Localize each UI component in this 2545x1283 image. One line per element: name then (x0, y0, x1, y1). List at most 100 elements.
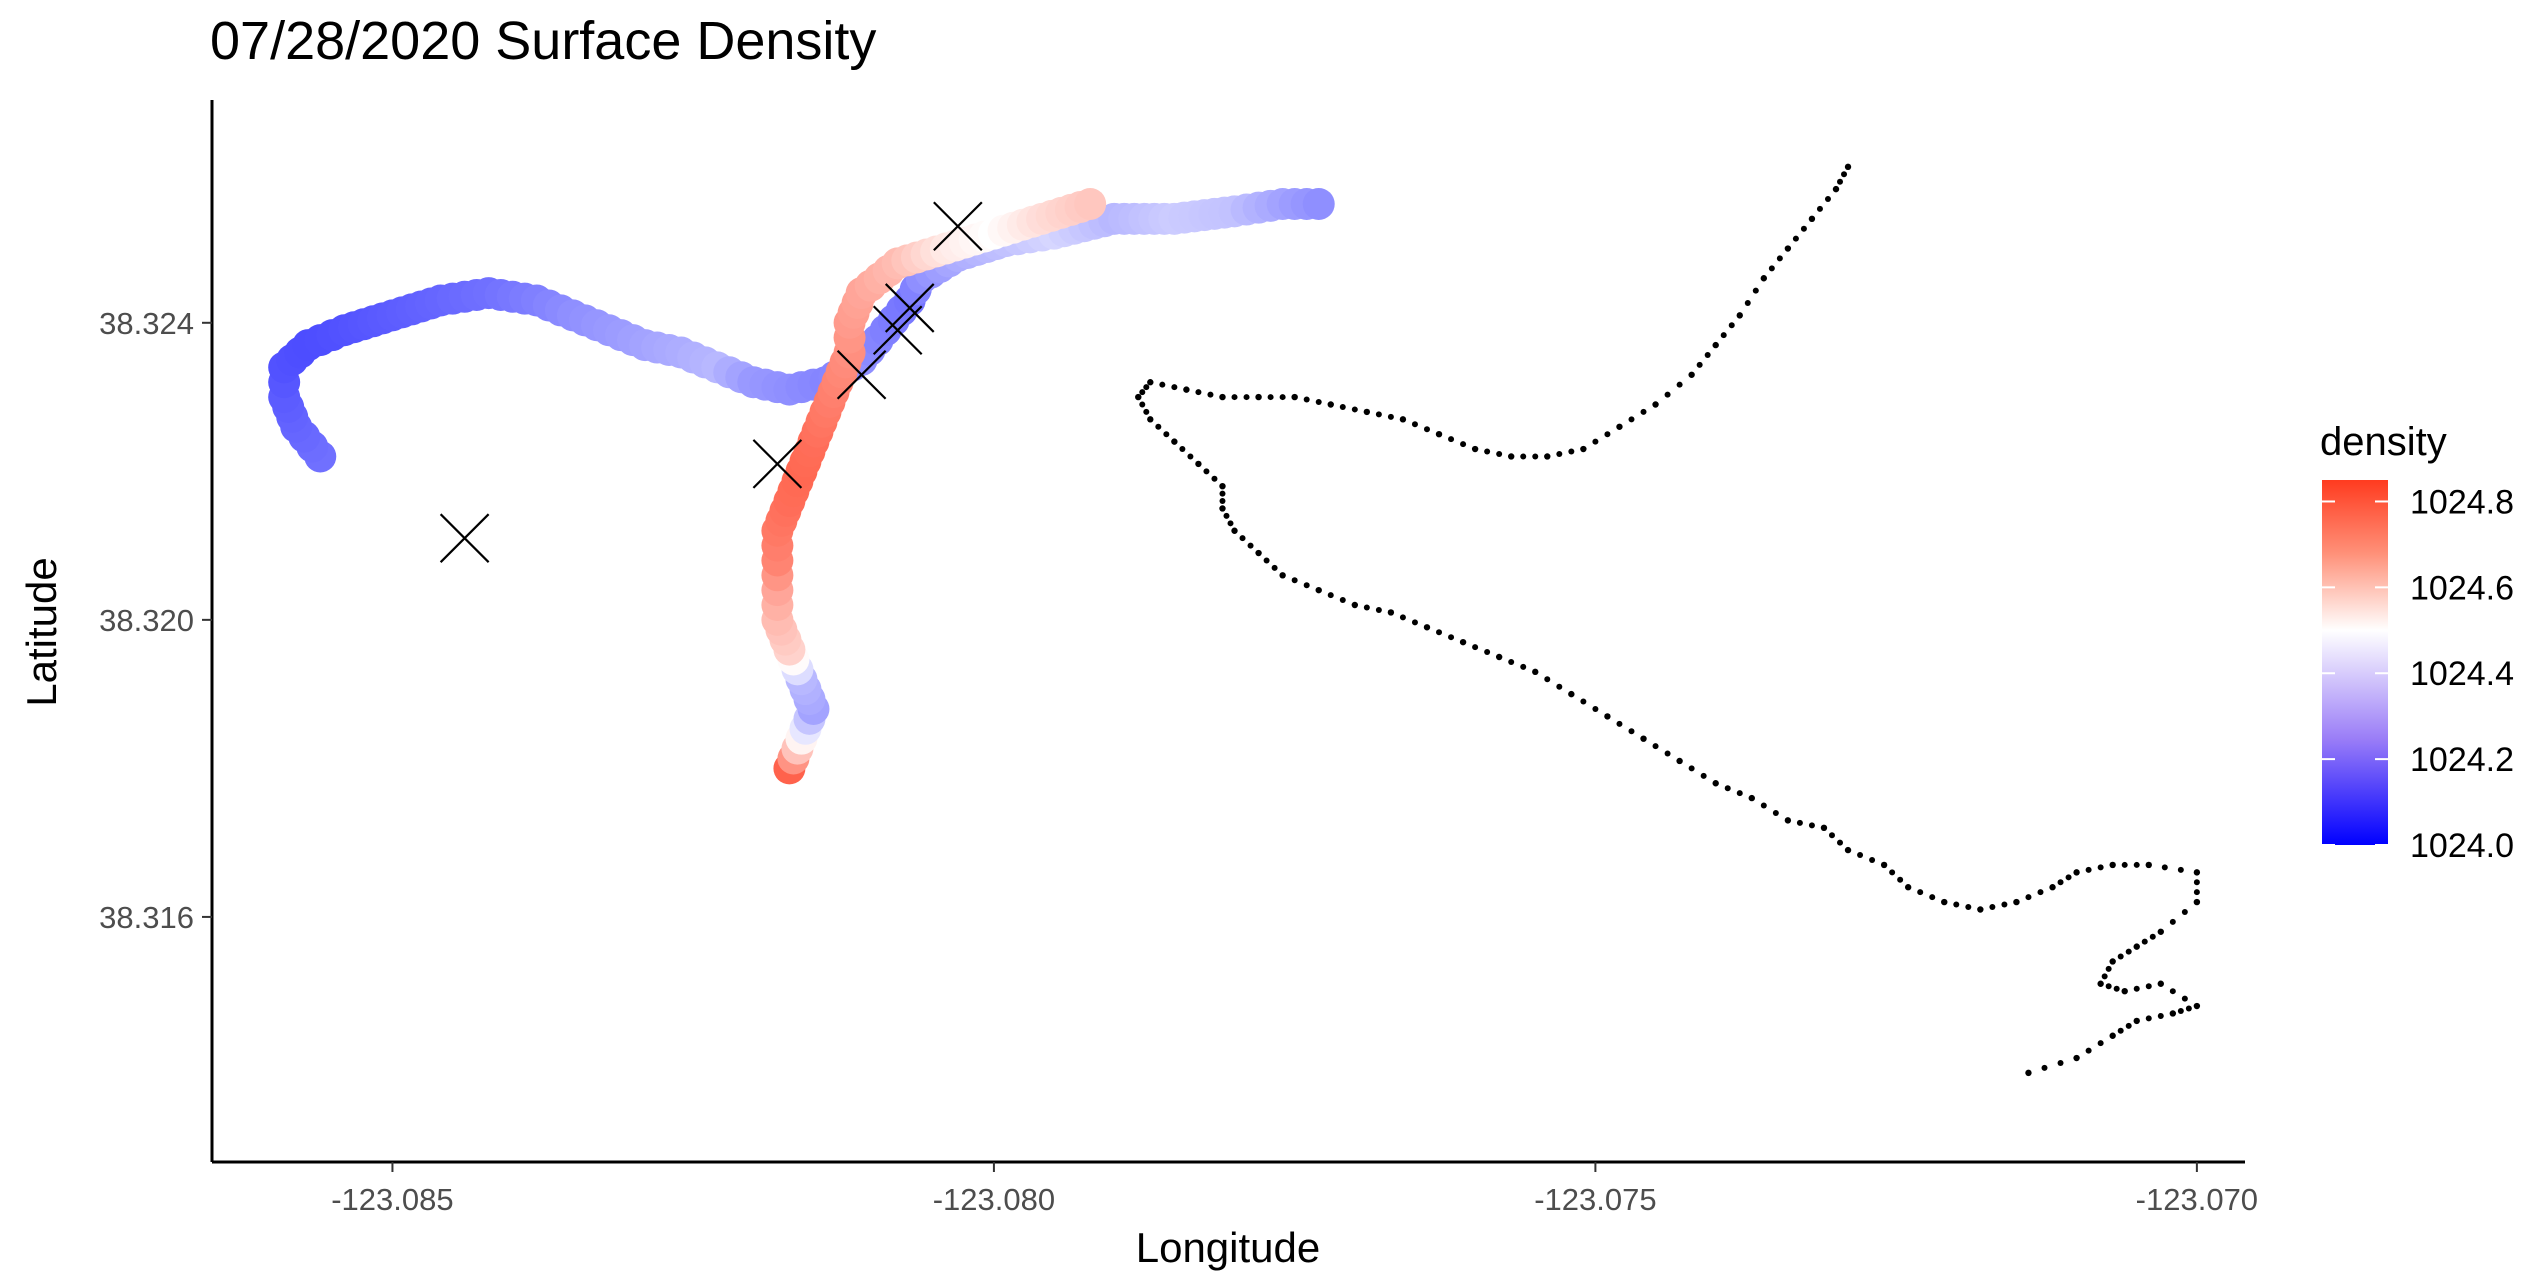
coast-point (1219, 505, 1226, 512)
coast-fill-point (1953, 901, 1960, 908)
coast-fill-point (1203, 468, 1210, 475)
coast-point (1941, 898, 1948, 906)
coast-fill-point (2133, 861, 2140, 868)
coast-point (1568, 690, 1575, 698)
coast-fill-point (1640, 408, 1647, 415)
coast-fill-point (1211, 475, 1218, 482)
coast-fill-point (1139, 389, 1146, 396)
coast-fill-point (2105, 965, 2112, 972)
x-axis-ticks: -123.085 -123.080 -123.075 -123.070 (331, 1162, 2258, 1217)
coast-fill-point (1889, 869, 1896, 876)
coast-point (2145, 861, 2152, 869)
x-tick-label: -123.085 (331, 1182, 453, 1217)
coast-fill-point (1556, 451, 1563, 457)
coast-point (1147, 416, 1154, 423)
coast-point (1820, 824, 1828, 832)
coast-fill-point (1752, 287, 1759, 294)
coast-point (1760, 275, 1768, 282)
coast-fill-point (1484, 649, 1491, 656)
coast-fill-point (1929, 894, 1936, 901)
coast-fill-point (2057, 879, 2064, 886)
x-marker (752, 439, 803, 489)
coast-fill-point (1399, 614, 1406, 621)
chart-title: 07/28/2020 Surface Density (210, 11, 877, 71)
coast-fill-point (1760, 802, 1767, 809)
coast-fill-point (1568, 448, 1575, 455)
legend-tick-label: 1024.6 (2410, 569, 2514, 607)
coast-fill-point (1263, 557, 1270, 564)
coast-point (1676, 757, 1683, 765)
coast-fill-point (1869, 856, 1876, 863)
coast-fill-point (1271, 564, 1278, 571)
coast-fill-point (1664, 750, 1671, 757)
coast-point (2109, 1032, 2116, 1039)
coast-fill-point (1688, 765, 1695, 772)
coast-point (2157, 980, 2164, 987)
coast-fill-point (1556, 683, 1563, 690)
legend-tick-label: 1024.0 (2410, 827, 2514, 865)
coast-point (1784, 817, 1792, 824)
coast-fill-point (1363, 604, 1370, 611)
coast-fill-point (2145, 1015, 2152, 1022)
coast-fill-point (1628, 728, 1635, 735)
coast-point (2193, 898, 2201, 906)
coast-point (2121, 987, 2128, 995)
coast-fill-point (2065, 874, 2072, 881)
coast-fill-point (1139, 401, 1146, 408)
coast-point (1399, 416, 1407, 423)
legend-tick-label: 1024.2 (2410, 741, 2514, 779)
coast-fill-point (1676, 381, 1683, 388)
coast-fill-point (1484, 448, 1491, 455)
y-axis-ticks: 38.316 38.320 38.324 (99, 306, 212, 935)
x-tick-label: -123.080 (933, 1182, 1055, 1217)
density-track-layer (268, 187, 1335, 785)
coast-point (1712, 780, 1719, 787)
coast-fill-point (1728, 322, 1735, 329)
coast-fill-point (1744, 299, 1751, 306)
coast-point (1712, 341, 1719, 349)
coast-fill-point (1291, 577, 1298, 584)
coast-fill-point (1724, 785, 1731, 792)
coast-fill-point (1837, 839, 1844, 846)
coast-point (1291, 393, 1298, 401)
coast-fill-point (1857, 852, 1864, 859)
coast-fill-point (1231, 394, 1238, 401)
coast-fill-point (2169, 918, 2176, 925)
coast-point (1748, 794, 1755, 802)
coast-point (1904, 884, 1912, 891)
coast-fill-point (2193, 889, 2200, 896)
coast-point (1423, 624, 1431, 631)
coast-fill-point (1171, 384, 1178, 391)
coast-fill-point (1247, 542, 1254, 549)
x-marker (884, 283, 935, 333)
coast-fill-point (2145, 983, 2152, 990)
x-marker (439, 513, 490, 563)
coast-fill-point (1776, 255, 1783, 262)
coast-fill-point (2025, 894, 2032, 901)
coast-fill-point (2149, 933, 2156, 940)
coast-fill-point (1800, 225, 1807, 232)
legend-ticks: 1024.0 1024.2 1024.4 1024.6 1024.8 (2322, 483, 2514, 865)
coast-point (1351, 601, 1359, 609)
coast-fill-point (1796, 819, 1803, 826)
coast-fill-point (1720, 332, 1727, 339)
coast-fill-point (1227, 520, 1234, 527)
coast-point (1255, 393, 1262, 401)
x-marker (933, 201, 983, 252)
coast-point (1363, 408, 1371, 416)
coast-fill-point (1219, 498, 1226, 505)
coast-point (1279, 572, 1286, 579)
coast-fill-point (2001, 901, 2008, 908)
coast-fill-point (1696, 361, 1703, 368)
coast-fill-point (1989, 904, 1996, 911)
coast-fill-point (1339, 597, 1346, 604)
coast-fill-point (2181, 908, 2188, 915)
coast-point (1315, 586, 1322, 594)
coast-fill-point (1351, 406, 1358, 413)
coast-point (1977, 906, 1984, 913)
coast-fill-point (1315, 399, 1322, 406)
coast-fill-point (1664, 391, 1671, 398)
coast-point (1435, 430, 1443, 438)
x-tick-label: -123.070 (2136, 1182, 2258, 1217)
